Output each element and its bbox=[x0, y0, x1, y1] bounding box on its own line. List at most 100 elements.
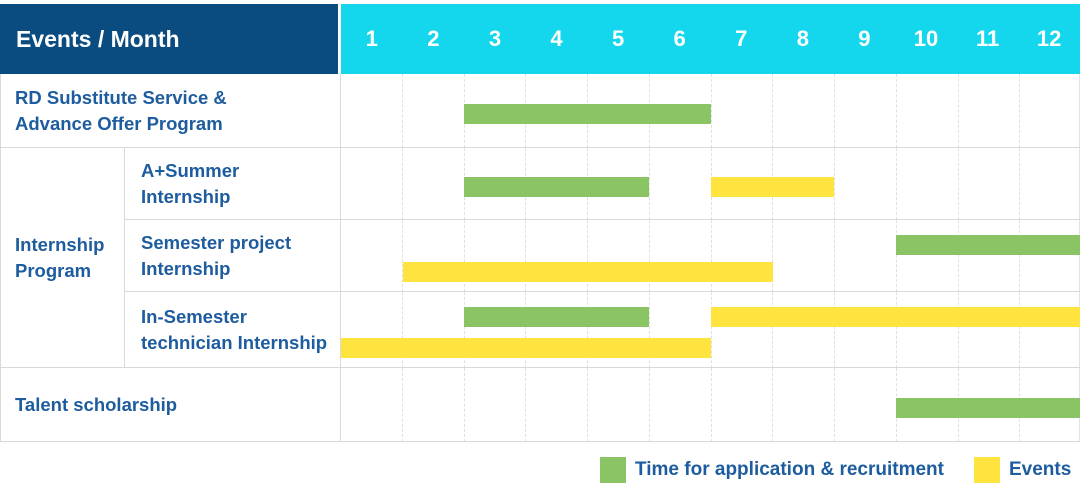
month-column bbox=[526, 368, 588, 442]
month-column bbox=[897, 74, 959, 148]
month-column bbox=[650, 292, 712, 368]
month-header-2: 2 bbox=[427, 26, 440, 51]
month-column bbox=[712, 368, 774, 442]
month-column bbox=[588, 368, 650, 442]
month-column bbox=[897, 148, 959, 220]
row-label-line: Semester project bbox=[141, 232, 292, 253]
month-column bbox=[835, 220, 897, 292]
month-header-5: 5 bbox=[611, 26, 625, 51]
group-label-line: Program bbox=[15, 260, 92, 281]
row-label-3: In-Semester technician Internship bbox=[125, 292, 341, 368]
month-gridlines bbox=[341, 292, 1080, 368]
recruitment-bar-m10-12 bbox=[896, 235, 1080, 255]
month-column bbox=[835, 148, 897, 220]
month-header-4: 4 bbox=[550, 26, 563, 51]
recruitment-bar-m3-5 bbox=[464, 177, 650, 197]
month-column bbox=[1020, 74, 1080, 148]
row-divider bbox=[1, 147, 1080, 148]
row-label-line: RD Substitute Service & bbox=[15, 87, 227, 108]
month-header-12: 12 bbox=[1036, 26, 1062, 51]
row-divider bbox=[125, 219, 1080, 220]
events-month-header-cell: Events / Month bbox=[0, 4, 338, 74]
row-chart-area-2 bbox=[341, 220, 1080, 292]
row-label-line: In-Semester bbox=[141, 306, 247, 327]
month-column bbox=[403, 220, 465, 292]
month-column bbox=[712, 74, 774, 148]
month-column bbox=[403, 368, 465, 442]
month-column bbox=[465, 292, 527, 368]
row-label-line: A+Summer bbox=[141, 160, 240, 181]
month-header-3: 3 bbox=[488, 26, 502, 51]
row-label-0: RD Substitute Service & Advance Offer Pro… bbox=[1, 74, 341, 148]
legend-swatch-events bbox=[974, 457, 1000, 483]
group-label-internship-program: Internship Program bbox=[1, 148, 125, 368]
month-column bbox=[835, 74, 897, 148]
month-column bbox=[835, 368, 897, 442]
month-column bbox=[465, 368, 527, 442]
row-label-1: A+Summer Internship bbox=[125, 148, 341, 220]
timeline-body: Internship Program RD Substitute Service &… bbox=[0, 74, 1080, 442]
month-column bbox=[341, 74, 403, 148]
month-header-11: 11 bbox=[975, 26, 1000, 51]
month-column bbox=[403, 148, 465, 220]
events-bar-m7-12 bbox=[711, 307, 1080, 327]
row-label-line: technician Internship bbox=[141, 332, 328, 353]
row-divider bbox=[1, 367, 1080, 368]
month-column bbox=[959, 292, 1021, 368]
legend-swatch-recruitment bbox=[600, 457, 626, 483]
month-column bbox=[773, 220, 835, 292]
row-label-line: Talent scholarship bbox=[15, 394, 178, 415]
row-chart-area-3 bbox=[341, 292, 1080, 368]
month-column bbox=[773, 292, 835, 368]
month-column bbox=[588, 220, 650, 292]
month-header-6: 6 bbox=[673, 26, 686, 51]
month-column bbox=[1020, 220, 1080, 292]
legend-label-recruitment: Time for application & recruitment bbox=[635, 459, 944, 480]
month-column bbox=[773, 368, 835, 442]
month-column bbox=[465, 220, 527, 292]
month-header-8: 8 bbox=[796, 26, 809, 51]
month-column bbox=[526, 292, 588, 368]
group-label-line: Internship bbox=[15, 234, 105, 255]
legend-item-events: Events bbox=[974, 446, 1071, 494]
month-column bbox=[959, 220, 1021, 292]
row-label-line: Internship bbox=[141, 186, 231, 207]
month-column bbox=[712, 220, 774, 292]
row-label-4: Talent scholarship bbox=[1, 368, 341, 442]
recruitment-bar-m3-6 bbox=[464, 104, 711, 124]
month-column bbox=[712, 292, 774, 368]
month-column bbox=[341, 292, 403, 368]
month-column bbox=[835, 292, 897, 368]
events-bar-m2-7 bbox=[402, 262, 773, 282]
month-column bbox=[650, 74, 712, 148]
month-column bbox=[341, 220, 403, 292]
row-divider bbox=[1, 441, 1080, 442]
month-column bbox=[650, 220, 712, 292]
row-divider bbox=[125, 291, 1080, 292]
legend-label-events: Events bbox=[1009, 459, 1072, 480]
month-column bbox=[897, 220, 959, 292]
month-header-9: 9 bbox=[858, 26, 871, 51]
row-chart-area-0 bbox=[341, 74, 1080, 148]
events-month-title: Events / Month bbox=[16, 25, 180, 52]
month-column bbox=[403, 74, 465, 148]
month-column bbox=[341, 148, 403, 220]
month-header-7: 7 bbox=[735, 26, 748, 51]
legend: Time for application & recruitment Events bbox=[0, 446, 1080, 494]
month-column bbox=[773, 74, 835, 148]
month-column bbox=[341, 368, 403, 442]
row-label-line: Internship bbox=[141, 258, 231, 279]
month-column bbox=[1020, 148, 1080, 220]
month-column bbox=[650, 148, 712, 220]
row-chart-area-4 bbox=[341, 368, 1080, 442]
recruitment-bar-m3-5 bbox=[464, 307, 650, 327]
month-header-1: 1 bbox=[365, 26, 378, 51]
month-column bbox=[403, 292, 465, 368]
month-column bbox=[959, 74, 1021, 148]
row-chart-area-1 bbox=[341, 148, 1080, 220]
month-header-strip: 1 2 3 4 5 6 7 8 9 10 11 12 bbox=[341, 4, 1080, 74]
month-column bbox=[773, 148, 835, 220]
events-bar-m1-6 bbox=[341, 338, 711, 358]
month-column bbox=[897, 292, 959, 368]
